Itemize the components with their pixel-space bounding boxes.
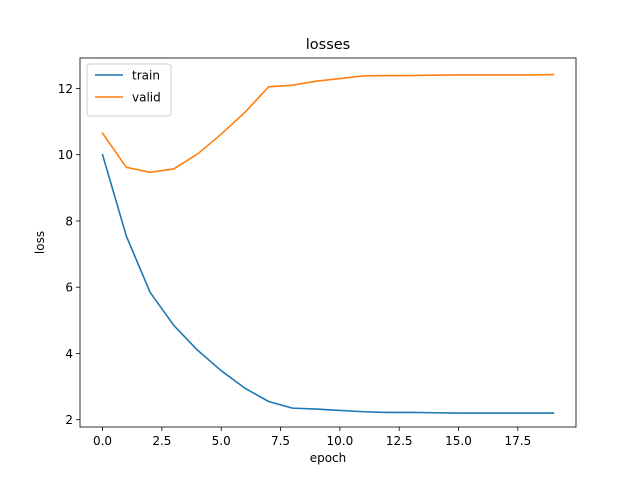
x-tick-label: 17.5 [504,434,531,448]
y-tick-label: 2 [65,413,73,427]
series-line-valid [101,73,555,174]
legend-label-valid: valid [132,90,161,104]
plot-area [80,58,576,427]
x-tick-label: 5.0 [212,434,231,448]
legend: train valid [86,63,172,117]
legend-box [86,63,172,117]
y-tick-label: 12 [58,82,73,96]
x-tick-label: 0.0 [93,434,112,448]
y-tick-label: 4 [65,347,73,361]
y-tick-label: 10 [58,148,73,162]
series-line-train [101,153,555,414]
x-axis-title: epoch [310,451,347,465]
legend-label-train: train [132,68,160,82]
x-tick-label: 2.5 [152,434,171,448]
y-tick-label: 6 [65,281,73,295]
y-axis-ticks: 2 4 6 8 10 12 [58,82,80,427]
chart-title: losses [306,37,350,53]
x-axis-ticks: 0.0 2.5 5.0 7.5 10.0 12.5 15.0 17.5 [93,427,531,448]
y-tick-label: 8 [65,214,73,228]
series-layer [101,73,555,414]
x-tick-label: 10.0 [327,434,354,448]
axes-frame [79,57,577,428]
x-tick-label: 12.5 [386,434,413,448]
y-axis-title: loss [33,231,47,254]
x-tick-label: 15.0 [445,434,472,448]
x-tick-label: 7.5 [271,434,290,448]
